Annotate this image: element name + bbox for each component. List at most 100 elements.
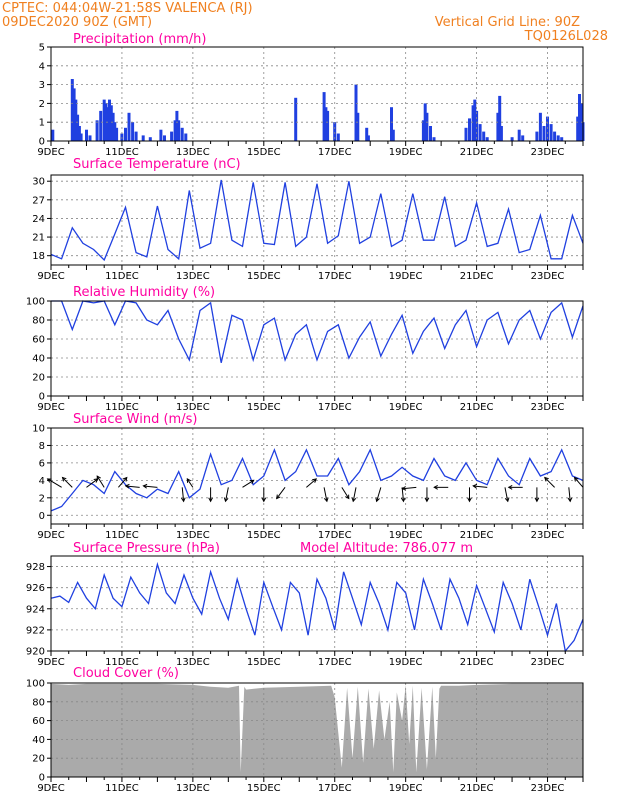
cloud-xtick-0: 9DEC bbox=[37, 783, 64, 794]
wind-arrow-15 bbox=[323, 487, 329, 503]
temp-ytick-3: 27 bbox=[32, 195, 45, 206]
precip-bar-4 bbox=[76, 114, 80, 141]
precip-ytick-4: 4 bbox=[39, 61, 45, 72]
pres-xtick-4: 17DEC bbox=[318, 657, 352, 668]
wind-title: Surface Wind (m/s) bbox=[73, 412, 197, 427]
precip-bar-71 bbox=[556, 135, 560, 141]
cloud-xtick-7: 23DEC bbox=[531, 783, 565, 794]
wind-line bbox=[50, 447, 584, 512]
precip-bar-46 bbox=[421, 120, 425, 141]
cloud-title: Cloud Cover (%) bbox=[73, 666, 179, 681]
precip-bar-31 bbox=[177, 120, 181, 141]
precip-xtick-6: 21DEC bbox=[460, 147, 494, 158]
header-location: CPTEC: 044:04W-21:58S VALENCA (RJ) bbox=[2, 1, 253, 16]
precip-bar-56 bbox=[478, 124, 482, 141]
temp-ytick-2: 24 bbox=[32, 214, 45, 225]
rh-xtick-1: 11DEC bbox=[105, 402, 139, 413]
wind-ytick-1: 2 bbox=[39, 493, 45, 504]
wind-xtick-7: 23DEC bbox=[531, 530, 565, 541]
temp-xtick-3: 15DEC bbox=[247, 271, 281, 282]
precip-bar-28 bbox=[170, 131, 174, 141]
precip-bar-1 bbox=[70, 79, 74, 141]
pres-ytick-4: 928 bbox=[26, 562, 45, 573]
rh-xtick-4: 17DEC bbox=[318, 402, 352, 413]
temp-xtick-6: 21DEC bbox=[460, 271, 494, 282]
cloud-xtick-1: 11DEC bbox=[105, 783, 139, 794]
precip-grid bbox=[51, 47, 583, 141]
header-run-date: 09DEC2020 90Z (GMT) bbox=[2, 15, 152, 30]
precip-xtick-7: 23DEC bbox=[531, 147, 565, 158]
precip-bar-49 bbox=[429, 126, 432, 141]
pres-xtick-6: 21DEC bbox=[460, 657, 494, 668]
precip-bar-73 bbox=[576, 116, 580, 141]
precip-bar-35 bbox=[322, 92, 326, 141]
precip-bar-51 bbox=[464, 127, 468, 141]
precip-bar-10 bbox=[99, 110, 103, 141]
precip-bar-38 bbox=[333, 122, 337, 141]
precip-bar-29 bbox=[173, 120, 177, 141]
pres-ytick-1: 922 bbox=[26, 625, 45, 636]
precip-bar-23 bbox=[134, 131, 138, 141]
wind-xaxis: 9DEC 11DEC 13DEC 15DEC 17DEC 19DEC 21DEC 23DEC bbox=[37, 524, 584, 541]
precip-xtick-3: 15DEC bbox=[247, 147, 281, 158]
wind-arrow-25 bbox=[504, 487, 510, 503]
precip-bar-33 bbox=[184, 133, 188, 141]
rh-ytick-0: 0 bbox=[39, 392, 45, 403]
rh-xtick-7: 23DEC bbox=[531, 402, 565, 413]
wind-arrow-9 bbox=[208, 487, 213, 503]
wind-ytick-5: 10 bbox=[32, 424, 45, 435]
wind-xtick-4: 17DEC bbox=[318, 530, 352, 541]
wind-ytick-3: 6 bbox=[39, 458, 45, 469]
pres-xtick-0: 9DEC bbox=[37, 657, 64, 668]
cloud-ytick-4: 80 bbox=[32, 697, 45, 708]
wind-arrow-13 bbox=[276, 487, 286, 500]
wind-arrow-5 bbox=[124, 483, 140, 489]
precip-bar-6 bbox=[79, 133, 83, 141]
cloud-xaxis: 9DEC 11DEC 13DEC 15DEC 17DEC 19DEC 21DEC 23DEC bbox=[37, 777, 584, 794]
pres-xtick-5: 19DEC bbox=[389, 657, 423, 668]
wind-arrow-20 bbox=[401, 486, 417, 491]
wind-arrow-30 bbox=[573, 476, 584, 488]
pres-xaxis: 9DEC 11DEC 13DEC 15DEC 17DEC 19DEC 21DEC 23DEC bbox=[37, 651, 584, 668]
temp-panel: Surface Temperature (nC) 18 21 24 27 30 9DEC 11… bbox=[32, 157, 584, 282]
rh-ytick-1: 20 bbox=[32, 373, 45, 384]
wind-ytick-0: 0 bbox=[39, 511, 45, 522]
pres-ytick-2: 924 bbox=[26, 604, 45, 615]
precip-bar-0 bbox=[51, 129, 55, 141]
rh-xtick-6: 21DEC bbox=[460, 402, 494, 413]
wind-arrow-27 bbox=[534, 487, 540, 503]
precip-bar-30 bbox=[175, 110, 179, 141]
precip-bar-42 bbox=[365, 127, 369, 141]
precip-bar-53 bbox=[471, 105, 475, 141]
precip-frame bbox=[50, 46, 584, 142]
cloud-area bbox=[51, 683, 583, 777]
wind-xtick-0: 9DEC bbox=[37, 530, 64, 541]
pres-panel: Surface Pressure (hPa) 920 922 924 926 928 9DE… bbox=[26, 541, 584, 668]
temp-xtick-1: 11DEC bbox=[105, 271, 139, 282]
precip-bar-7 bbox=[85, 129, 88, 141]
wind-ytick-2: 4 bbox=[39, 476, 45, 487]
precip-title: Precipitation (mm/h) bbox=[73, 32, 206, 47]
precip-bar-39 bbox=[336, 133, 340, 141]
precip-xtick-2: 13DEC bbox=[176, 147, 210, 158]
pres-ytick-3: 926 bbox=[26, 583, 45, 594]
precip-bar-60 bbox=[498, 95, 502, 141]
pres-frame bbox=[50, 555, 584, 652]
cloud-ytick-1: 20 bbox=[32, 754, 45, 765]
precip-ytick-3: 3 bbox=[39, 80, 45, 91]
wind-xtick-5: 19DEC bbox=[389, 530, 423, 541]
temp-title: Surface Temperature (nC) bbox=[73, 157, 241, 172]
precip-bar-50 bbox=[432, 137, 436, 141]
wind-arrow-29 bbox=[567, 487, 573, 503]
pres-grid bbox=[51, 556, 583, 651]
rh-ytick-5: 100 bbox=[26, 297, 45, 308]
cloud-grid bbox=[51, 683, 583, 777]
precip-bar-57 bbox=[482, 131, 486, 141]
rh-xtick-2: 13DEC bbox=[176, 402, 210, 413]
wind-arrow-6 bbox=[142, 483, 158, 489]
wind-arrow-22 bbox=[433, 484, 449, 490]
cloud-xtick-4: 17DEC bbox=[318, 783, 352, 794]
wind-grid bbox=[51, 428, 583, 524]
precip-bar-54 bbox=[473, 99, 477, 141]
